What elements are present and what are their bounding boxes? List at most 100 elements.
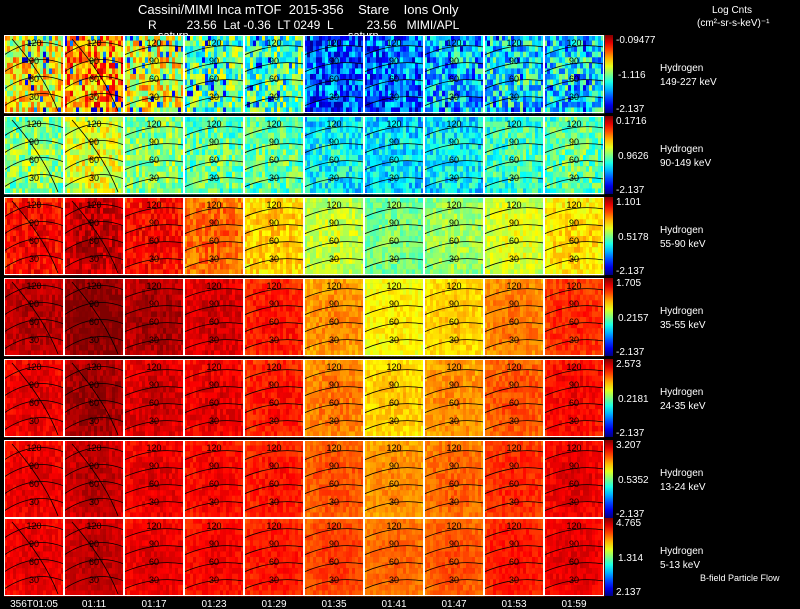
heatmap-cell bbox=[457, 68, 461, 75]
heatmap-cell bbox=[193, 51, 197, 58]
heatmap-cell bbox=[337, 171, 341, 178]
heatmap-cell bbox=[313, 46, 317, 53]
heatmap-cell bbox=[91, 90, 95, 97]
pitch-angle-label: 90 bbox=[329, 56, 339, 66]
heatmap-cell bbox=[67, 143, 71, 150]
heatmap-cell bbox=[268, 96, 272, 103]
heatmap-cell bbox=[451, 74, 455, 80]
heatmap-cell bbox=[241, 177, 245, 184]
heatmap-cell bbox=[487, 35, 491, 41]
heatmap-cell bbox=[490, 90, 494, 97]
heatmap-cell bbox=[277, 138, 281, 145]
pitch-angle-contour bbox=[3, 140, 65, 154]
heatmap-cell bbox=[235, 79, 239, 86]
heatmap-cell bbox=[250, 101, 254, 108]
heatmap-cell bbox=[295, 62, 299, 69]
heatmap-cell bbox=[361, 166, 365, 173]
heatmap-cell bbox=[67, 74, 71, 80]
heatmap-cell bbox=[238, 160, 242, 167]
heatmap-cell bbox=[232, 132, 236, 139]
heatmap-cell bbox=[307, 62, 311, 69]
heatmap-cell bbox=[400, 116, 404, 122]
heatmap-cell bbox=[373, 182, 377, 189]
heatmap-cell bbox=[145, 121, 149, 128]
heatmap-cell bbox=[232, 85, 236, 92]
heatmap-cell bbox=[298, 46, 302, 53]
heatmap-cell bbox=[211, 127, 215, 134]
heatmap-cell bbox=[22, 166, 26, 173]
heatmap-cell bbox=[349, 127, 353, 134]
heatmap-cell bbox=[391, 107, 395, 114]
heatmap-cell bbox=[343, 79, 347, 86]
heatmap-cell bbox=[166, 166, 170, 173]
heatmap-cell bbox=[544, 40, 548, 47]
heatmap-cell bbox=[250, 107, 254, 114]
heatmap-cell bbox=[115, 101, 119, 108]
heatmap-cell bbox=[106, 51, 110, 58]
heatmap-cell bbox=[292, 90, 296, 97]
heatmap-cell bbox=[352, 35, 356, 41]
heatmap-cell bbox=[217, 160, 221, 167]
heatmap-cell bbox=[322, 57, 326, 64]
heatmap-cell bbox=[196, 74, 200, 80]
heatmap-cell bbox=[325, 68, 329, 75]
heatmap-cell bbox=[496, 79, 500, 86]
heatmap-cell bbox=[526, 107, 530, 114]
heatmap-cell bbox=[307, 68, 311, 75]
heatmap-cell bbox=[103, 160, 107, 167]
heatmap-cell bbox=[28, 116, 32, 122]
heatmap-cell bbox=[508, 35, 512, 41]
heatmap-cell bbox=[388, 101, 392, 108]
heatmap-cell bbox=[139, 74, 143, 80]
pitch-angle-contour bbox=[3, 174, 65, 188]
heatmap-cell bbox=[511, 101, 515, 108]
heatmap-cell bbox=[490, 51, 494, 58]
heatmap-cell bbox=[325, 166, 329, 173]
heatmap-cell bbox=[73, 68, 77, 75]
heatmap-cell bbox=[373, 177, 377, 184]
heatmap-cell bbox=[253, 57, 257, 64]
heatmap-cell bbox=[46, 35, 50, 41]
heatmap-cell bbox=[241, 127, 245, 134]
heatmap-cell bbox=[388, 171, 392, 178]
heatmap-cell bbox=[46, 143, 50, 150]
heatmap-cell bbox=[292, 121, 296, 128]
heatmap-cell bbox=[37, 35, 41, 41]
heatmap-cell bbox=[139, 188, 143, 195]
heatmap-cell bbox=[277, 90, 281, 97]
heatmap-cell bbox=[166, 127, 170, 134]
heatmap-cell bbox=[160, 121, 164, 128]
heatmap-cell bbox=[283, 171, 287, 178]
heatmap-cell bbox=[556, 40, 560, 47]
heatmap-cell bbox=[370, 188, 374, 195]
heatmap-cell bbox=[565, 40, 569, 47]
heatmap-cell bbox=[241, 101, 245, 108]
heatmap-cell bbox=[496, 90, 500, 97]
heatmap-cell bbox=[379, 171, 383, 178]
heatmap-cell bbox=[142, 188, 146, 195]
heatmap-cell bbox=[7, 57, 11, 64]
heatmap-cell bbox=[112, 127, 116, 134]
heatmap-cell bbox=[190, 160, 194, 167]
heatmap-cell bbox=[205, 177, 209, 184]
heatmap-cell bbox=[217, 171, 221, 178]
heatmap-cell bbox=[37, 188, 41, 195]
heatmap-cell bbox=[418, 35, 422, 41]
heatmap-cell bbox=[430, 101, 434, 108]
heatmap-cell bbox=[322, 40, 326, 47]
heatmap-cell bbox=[430, 90, 434, 97]
heatmap-cell bbox=[253, 68, 257, 75]
pitch-angle-contour bbox=[63, 59, 125, 73]
heatmap-cell bbox=[367, 85, 371, 92]
heatmap-cell bbox=[61, 143, 65, 150]
heatmap-cell bbox=[331, 96, 335, 103]
heatmap-cell bbox=[349, 149, 353, 156]
heatmap-cell bbox=[478, 46, 482, 53]
heatmap-cell bbox=[481, 85, 485, 92]
heatmap-cell bbox=[10, 127, 14, 134]
heatmap-cell bbox=[52, 160, 56, 167]
heatmap-cell bbox=[94, 51, 98, 58]
heatmap-cell bbox=[133, 188, 137, 195]
heatmap-cell bbox=[160, 132, 164, 139]
heatmap-cell bbox=[328, 85, 332, 92]
